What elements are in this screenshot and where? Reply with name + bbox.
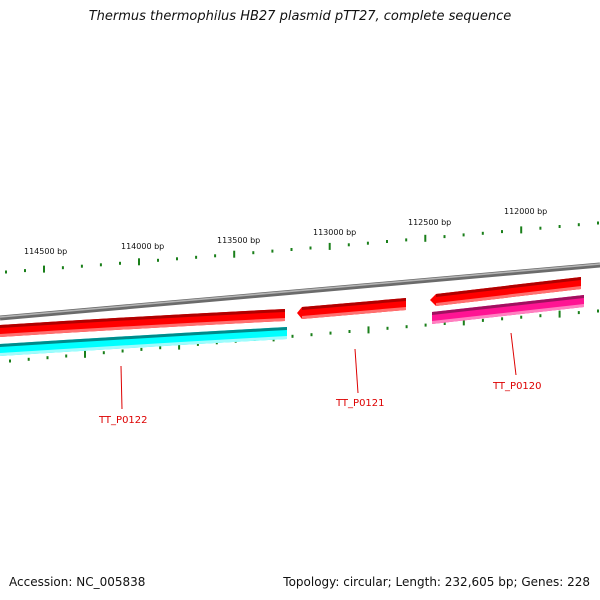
backbone-line	[0, 262, 600, 321]
map-title: Thermus thermophilus HB27 plasmid pTT27,…	[88, 9, 512, 24]
bp-label: 112000 bp	[504, 207, 547, 216]
accession-text: Accession: NC_005838	[9, 575, 146, 589]
feature-cyan-bar[interactable]	[0, 327, 287, 356]
outer-ruler	[5, 221, 599, 274]
leader-line-tt-p0120	[510, 332, 517, 376]
leader-line-tt-p0122	[120, 365, 123, 410]
bp-label: 114000 bp	[121, 242, 164, 251]
gene-label-tt-p0121[interactable]: TT_P0121	[335, 398, 385, 409]
bp-label: 113000 bp	[313, 228, 356, 237]
leader-line-tt-p0121	[354, 348, 359, 394]
gene-tt-p0122[interactable]	[0, 309, 285, 337]
gene-label-tt-p0120[interactable]: TT_P0120	[492, 381, 542, 392]
bp-label: 114500 bp	[24, 247, 67, 256]
bp-label: 112500 bp	[408, 218, 451, 227]
topology-summary: Topology: circular; Length: 232,605 bp; …	[283, 575, 590, 589]
backbone-highlight	[0, 263, 600, 318]
bp-label: 113500 bp	[217, 236, 260, 245]
feature-magenta-bar[interactable]	[432, 295, 584, 324]
gene-tt-p0120[interactable]	[430, 277, 581, 306]
gene-tt-p0121[interactable]	[297, 298, 406, 319]
gene-label-tt-p0122[interactable]: TT_P0122	[98, 415, 148, 426]
